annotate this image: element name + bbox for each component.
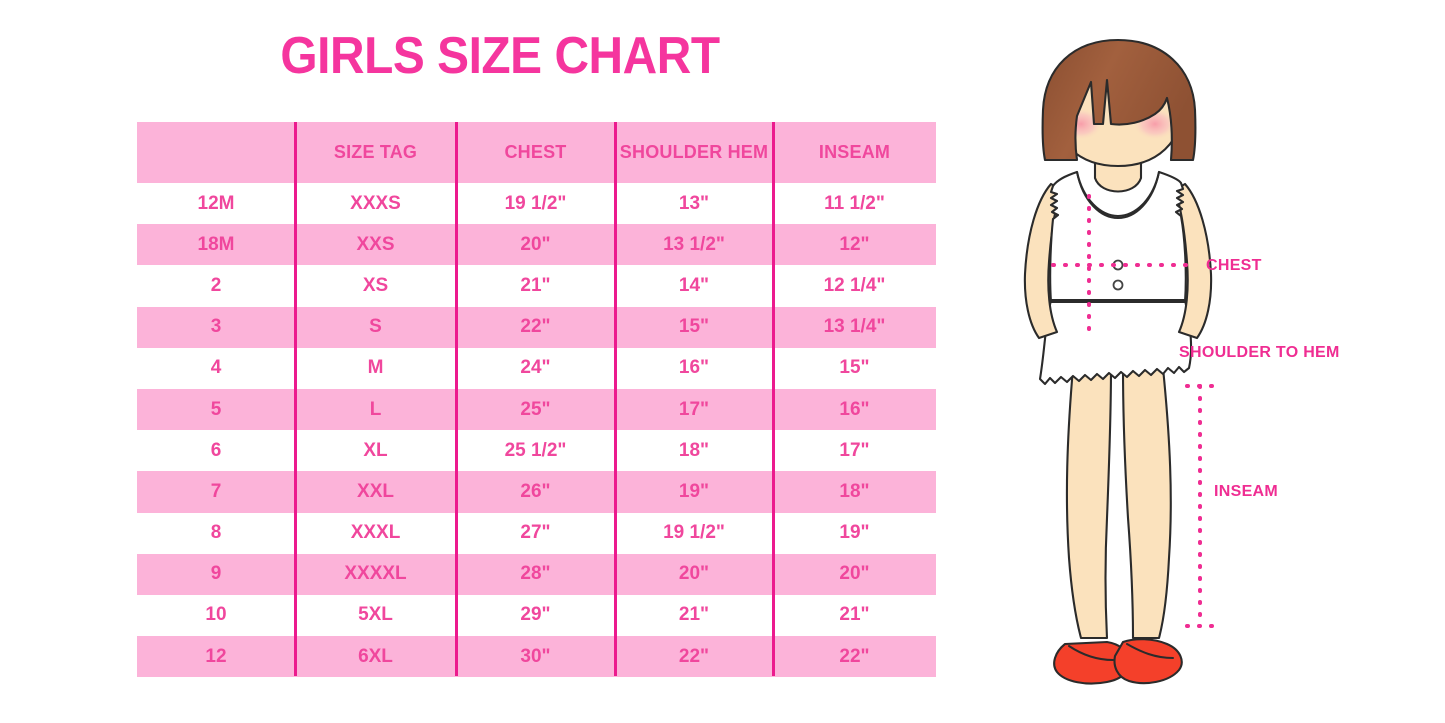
cell-shoulder-hem: 22" (678, 645, 710, 667)
measurement-illustration: CHEST SHOULDER TO HEM INSEAM (995, 38, 1445, 698)
table-row: 10 5XL 29" 21" 21" (137, 594, 936, 637)
cell-size: 12 (205, 645, 227, 667)
cell-tag: 6XL (358, 645, 393, 667)
top-garment (1049, 170, 1187, 304)
cell-size: 4 (210, 357, 222, 379)
girl-figure-svg (1023, 38, 1215, 685)
table-row: 3 S 22" 15" 13 1/4" (137, 306, 936, 348)
cell-tag: S (369, 316, 382, 338)
cell-shoulder-hem: 18" (678, 439, 710, 461)
hair (1041, 38, 1197, 162)
left-shoe (1053, 640, 1131, 685)
measurement-guides (1051, 194, 1215, 628)
column-header-shoulder-hem: SHOULDER HEM (619, 142, 769, 162)
cell-shoulder-hem: 16" (678, 357, 710, 379)
table-row: 6 XL 25 1/2" 18" 17" (137, 430, 936, 472)
cell-size: 7 (210, 480, 222, 502)
cell-inseam: 12" (839, 233, 870, 255)
cell-inseam: 15" (839, 357, 870, 379)
table-row: 12 6XL 30" 22" 22" (137, 636, 936, 678)
table-row: 4 M 24" 16" 15" (137, 347, 936, 389)
cell-chest: 21" (520, 274, 551, 296)
cell-inseam: 17" (839, 439, 870, 461)
inseam-label: INSEAM (1214, 483, 1279, 500)
cell-tag: XXXS (350, 192, 401, 214)
cell-inseam: 22" (839, 645, 870, 667)
cell-chest: 24" (520, 357, 551, 379)
cell-shoulder-hem: 14" (678, 274, 710, 296)
cell-shoulder-hem: 21" (678, 604, 710, 626)
cell-tag: 5XL (358, 604, 393, 626)
cell-shoulder-hem: 19" (678, 480, 710, 502)
cell-tag: XS (362, 274, 389, 296)
table-header-row: SIZE TAG CHEST SHOULDER HEM INSEAM (137, 122, 936, 183)
cell-chest: 29" (520, 604, 551, 626)
cell-size: 10 (205, 604, 227, 626)
cell-size: 6 (210, 439, 222, 461)
cell-tag: L (369, 398, 382, 420)
table-row: 12M XXXS 19 1/2" 13" 11 1/2" (137, 183, 936, 225)
cell-chest: 20" (520, 233, 551, 255)
cell-inseam: 18" (839, 480, 870, 502)
cell-inseam: 11 1/2" (824, 192, 885, 214)
cell-tag: XXL (357, 480, 394, 502)
table-row: 9 XXXXL 28" 20" 20" (137, 553, 936, 595)
cell-chest: 26" (520, 480, 551, 502)
right-shoe (1113, 638, 1183, 685)
cell-shoulder-hem: 15" (678, 316, 710, 338)
column-header-chest: CHEST (504, 142, 567, 162)
cell-shoulder-hem: 13 1/2" (663, 233, 725, 255)
table-row: 8 XXXL 27" 19 1/2" 19" (137, 512, 936, 554)
size-chart-table: SIZE TAG CHEST SHOULDER HEM INSEAM 12M X… (137, 122, 936, 678)
cell-shoulder-hem: 17" (678, 398, 710, 420)
cell-inseam: 20" (839, 563, 870, 585)
left-leg (1065, 366, 1113, 640)
cell-chest: 25" (520, 398, 551, 420)
cell-shoulder-hem: 20" (678, 563, 710, 585)
cell-size: 5 (210, 398, 222, 420)
cell-chest: 22" (520, 316, 551, 338)
cell-tag: M (367, 357, 384, 379)
shoulder-to-hem-label: SHOULDER TO HEM (1179, 344, 1340, 361)
skirt (1038, 298, 1193, 386)
cell-size: 8 (210, 522, 222, 544)
figure-body (1023, 38, 1213, 685)
cell-inseam: 21" (839, 604, 870, 626)
cell-shoulder-hem: 19 1/2" (663, 522, 725, 544)
cell-chest: 30" (520, 645, 551, 667)
cell-inseam: 16" (839, 398, 870, 420)
cell-tag: XXXL (350, 522, 401, 544)
column-header-inseam: INSEAM (818, 142, 891, 162)
cell-shoulder-hem: 13" (678, 192, 710, 214)
cell-tag: XXS (356, 233, 395, 255)
cell-chest: 27" (520, 522, 551, 544)
cell-size: 18M (197, 233, 235, 255)
cell-size: 3 (210, 316, 222, 338)
right-leg (1121, 366, 1172, 640)
cell-inseam: 12 1/4" (823, 274, 886, 296)
cell-inseam: 19" (839, 522, 870, 544)
column-header-size (137, 122, 295, 183)
cell-chest: 19 1/2" (504, 192, 567, 214)
chest-label: CHEST (1206, 257, 1262, 274)
cell-tag: XL (363, 439, 388, 461)
page-title: GIRLS SIZE CHART (280, 27, 720, 85)
cell-size: 9 (210, 563, 222, 585)
cell-chest: 25 1/2" (504, 439, 567, 461)
cell-inseam: 13 1/4" (823, 316, 886, 338)
cell-size: 2 (210, 274, 222, 296)
cell-tag: XXXXL (344, 563, 407, 585)
table-row: 5 L 25" 17" 16" (137, 388, 936, 431)
table-row: 18M XXS 20" 13 1/2" 12" (137, 224, 936, 266)
column-header-size-tag: SIZE TAG (333, 142, 418, 162)
cell-chest: 28" (520, 563, 551, 585)
button-lower (1112, 279, 1124, 291)
table-row: 7 XXL 26" 19" 18" (137, 471, 936, 513)
cell-size: 12M (197, 192, 235, 214)
table-row: 2 XS 21" 14" 12 1/4" (137, 265, 936, 307)
neckline (1076, 171, 1160, 219)
